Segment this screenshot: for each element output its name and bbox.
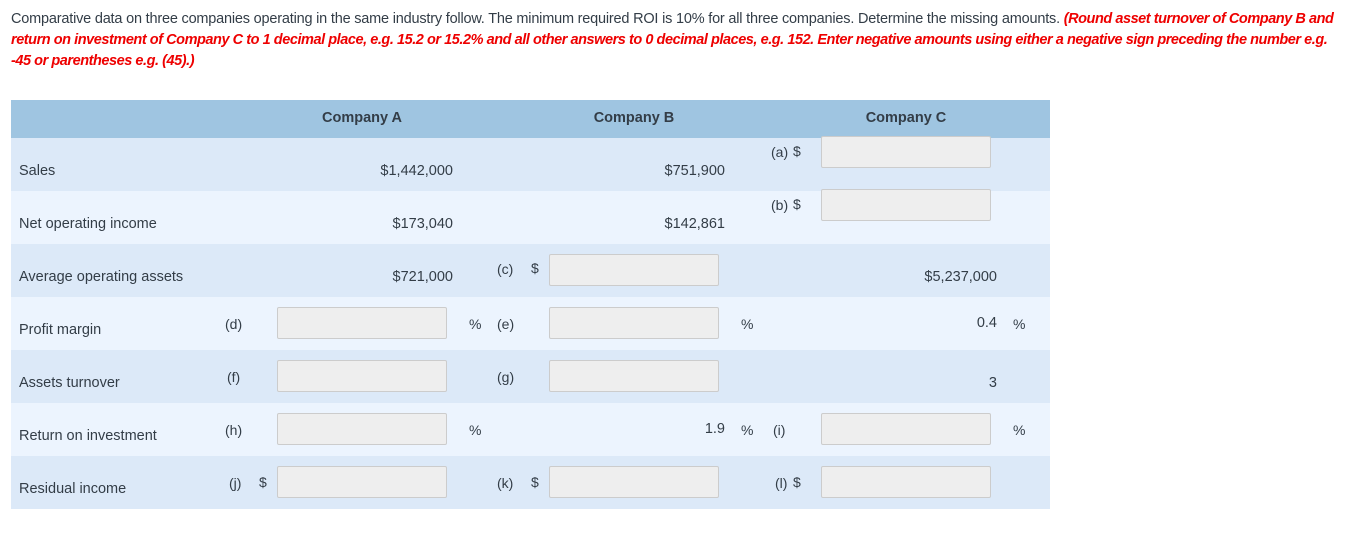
- company-a-assets: $721,000: [392, 269, 453, 285]
- row-label: Average operating assets: [19, 269, 184, 285]
- company-c-turnover: 3: [988, 375, 997, 391]
- table-row-average-operating-assets: Average operating assets $721,000 (c) $ …: [11, 244, 1050, 297]
- dollar-sign: $: [793, 143, 801, 159]
- company-b-residual-input[interactable]: [549, 466, 719, 498]
- row-label: Net operating income: [19, 216, 157, 232]
- input-letter-l: (l): [775, 475, 788, 491]
- company-c-margin: 0.4: [976, 315, 997, 331]
- company-b-turnover-input[interactable]: [549, 360, 719, 392]
- header-company-c: Company C: [865, 110, 947, 126]
- company-a-roi-input[interactable]: [277, 413, 447, 445]
- dollar-sign: $: [531, 474, 539, 490]
- percent-sign: %: [1013, 422, 1026, 438]
- table-row-assets-turnover: Assets turnover (f) (g) 3: [11, 350, 1050, 403]
- row-label: Return on investment: [19, 428, 157, 444]
- table-row-sales: Sales $1,442,000 $751,900 (a) $: [11, 136, 1050, 191]
- input-letter-f: (f): [227, 369, 241, 385]
- company-c-sales-input[interactable]: [821, 136, 991, 168]
- percent-sign: %: [1013, 316, 1026, 332]
- table-row-residual-income: Residual income (j) $ (k) $ (l) $: [11, 456, 1050, 509]
- company-c-noi-input[interactable]: [821, 189, 991, 221]
- company-b-roi: 1.9: [704, 421, 725, 437]
- company-a-noi: $173,040: [392, 216, 453, 232]
- company-b-assets-input[interactable]: [549, 254, 719, 286]
- input-letter-c: (c): [497, 261, 514, 277]
- percent-sign: %: [741, 316, 754, 332]
- percent-sign: %: [469, 422, 482, 438]
- table-row-net-operating-income: Net operating income $173,040 $142,861 (…: [11, 189, 1050, 244]
- header-company-b: Company B: [593, 110, 675, 126]
- company-a-residual-input[interactable]: [277, 466, 447, 498]
- row-label: Assets turnover: [19, 375, 120, 391]
- instructions-rounding-note: (Round asset turnover of Company B and r…: [11, 11, 1334, 69]
- input-letter-i: (i): [773, 422, 786, 438]
- dollar-sign: $: [259, 474, 267, 490]
- table-header-row: Company A Company B Company C: [11, 100, 1050, 138]
- company-c-roi-input[interactable]: [821, 413, 991, 445]
- percent-sign: %: [469, 316, 482, 332]
- input-letter-d: (d): [225, 316, 243, 332]
- company-c-assets: $5,237,000: [924, 269, 997, 285]
- company-c-residual-input[interactable]: [821, 466, 991, 498]
- table-row-return-on-investment: Return on investment (h) % 1.9 % (i) %: [11, 403, 1050, 456]
- company-a-margin-input[interactable]: [277, 307, 447, 339]
- header-company-a: Company A: [321, 110, 403, 126]
- input-letter-a: (a): [771, 144, 789, 160]
- company-b-noi: $142,861: [664, 216, 725, 232]
- percent-sign: %: [741, 422, 754, 438]
- input-letter-h: (h): [225, 422, 243, 438]
- input-letter-j: (j): [229, 475, 242, 491]
- row-label: Sales: [19, 163, 56, 179]
- company-b-sales: $751,900: [664, 163, 725, 179]
- comparative-data-table: Company A Company B Company C Sales $1,4…: [11, 100, 1050, 509]
- company-a-turnover-input[interactable]: [277, 360, 447, 392]
- instructions: Comparative data on three companies oper…: [11, 9, 1341, 72]
- row-label: Profit margin: [19, 322, 102, 338]
- row-label: Residual income: [19, 481, 127, 497]
- input-letter-b: (b): [771, 197, 789, 213]
- dollar-sign: $: [531, 260, 539, 276]
- company-a-sales: $1,442,000: [380, 163, 453, 179]
- table-row-profit-margin: Profit margin (d) % (e) % 0.4 %: [11, 297, 1050, 350]
- instructions-text: Comparative data on three companies oper…: [11, 11, 1064, 27]
- input-letter-g: (g): [497, 369, 515, 385]
- dollar-sign: $: [793, 474, 801, 490]
- dollar-sign: $: [793, 196, 801, 212]
- input-letter-e: (e): [497, 316, 515, 332]
- input-letter-k: (k): [497, 475, 514, 491]
- company-b-margin-input[interactable]: [549, 307, 719, 339]
